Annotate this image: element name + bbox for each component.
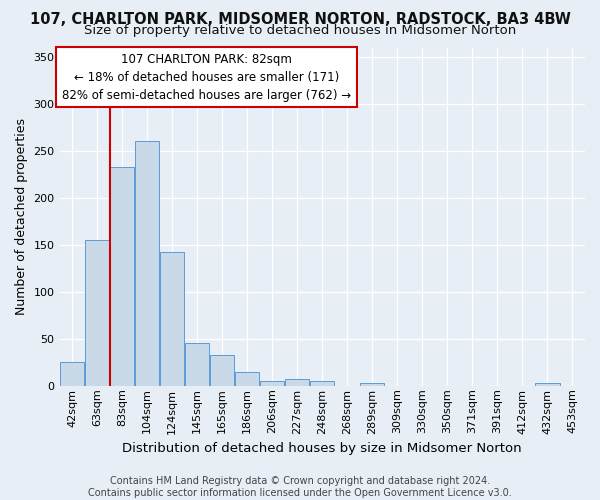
- Bar: [135, 142, 159, 386]
- Bar: [360, 383, 385, 386]
- Bar: [235, 372, 259, 386]
- Y-axis label: Number of detached properties: Number of detached properties: [15, 118, 28, 315]
- Bar: [285, 379, 310, 386]
- Bar: [110, 167, 134, 386]
- Bar: [310, 381, 334, 386]
- Bar: [210, 355, 235, 386]
- Bar: [160, 252, 184, 386]
- Bar: [260, 381, 284, 386]
- Bar: [535, 383, 560, 386]
- Text: 107 CHARLTON PARK: 82sqm
← 18% of detached houses are smaller (171)
82% of semi-: 107 CHARLTON PARK: 82sqm ← 18% of detach…: [62, 52, 351, 102]
- Text: 107, CHARLTON PARK, MIDSOMER NORTON, RADSTOCK, BA3 4BW: 107, CHARLTON PARK, MIDSOMER NORTON, RAD…: [29, 12, 571, 28]
- Bar: [185, 342, 209, 386]
- Bar: [60, 362, 84, 386]
- Bar: [85, 240, 109, 386]
- Text: Contains HM Land Registry data © Crown copyright and database right 2024.
Contai: Contains HM Land Registry data © Crown c…: [88, 476, 512, 498]
- Text: Size of property relative to detached houses in Midsomer Norton: Size of property relative to detached ho…: [84, 24, 516, 37]
- X-axis label: Distribution of detached houses by size in Midsomer Norton: Distribution of detached houses by size …: [122, 442, 522, 455]
